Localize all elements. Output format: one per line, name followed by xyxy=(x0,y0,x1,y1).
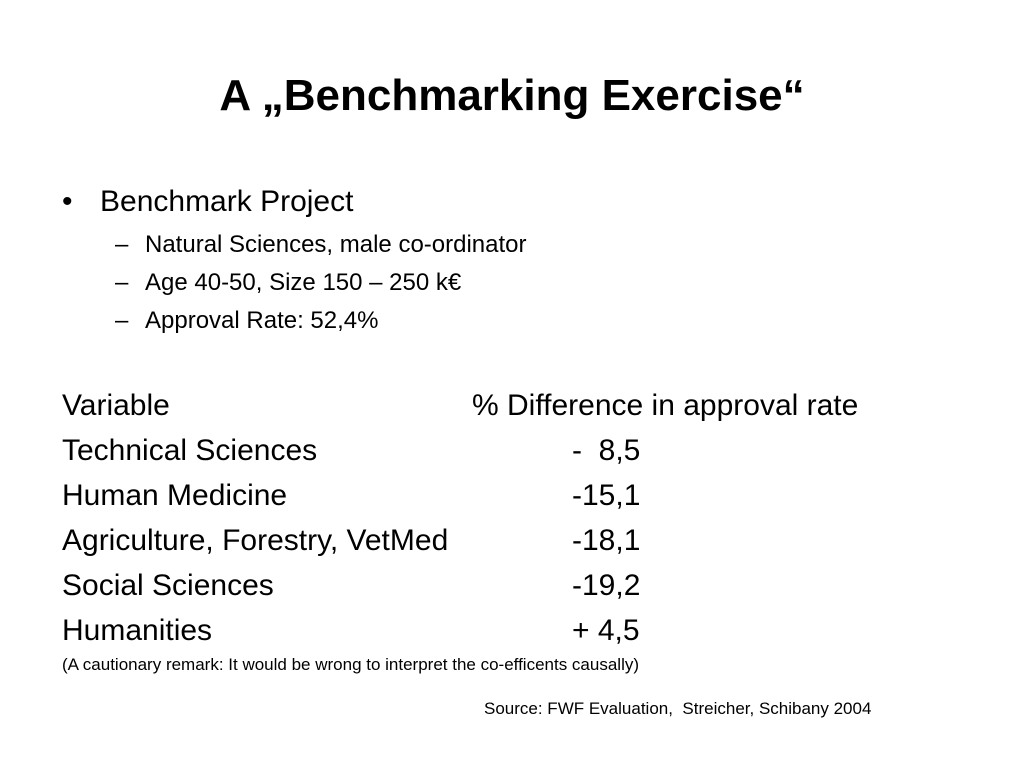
row-variable: Human Medicine xyxy=(62,479,288,512)
dash-icon: – xyxy=(115,307,129,334)
row-variable: Social Sciences xyxy=(62,569,274,602)
dash-icon: – xyxy=(115,269,129,296)
sub-bullet-text: Natural Sciences, male co-ordinator xyxy=(145,231,527,258)
table-header-row: Variable % Difference in approval rate xyxy=(62,383,858,428)
source-citation: Source: FWF Evaluation, Streicher, Schib… xyxy=(484,699,872,718)
row-value: -15,1 xyxy=(572,479,641,512)
header-variable: Variable xyxy=(62,389,170,422)
header-difference: % Difference in approval rate xyxy=(472,389,859,422)
row-variable: Technical Sciences xyxy=(62,434,318,467)
table-row: Social Sciences -19,2 xyxy=(62,563,858,608)
table-row: Human Medicine -15,1 xyxy=(62,473,858,518)
bullet-label: Benchmark Project xyxy=(100,185,354,218)
sub-bullet-text: Age 40-50, Size 150 – 250 k€ xyxy=(145,269,462,296)
bullet-icon: • xyxy=(62,185,73,218)
table-row: Agriculture, Forestry, VetMed -18,1 xyxy=(62,518,858,563)
variable-difference-table: Variable % Difference in approval rate T… xyxy=(62,383,858,653)
table-row: Humanities + 4,5 xyxy=(62,608,858,653)
cautionary-remark: (A cautionary remark: It would be wrong … xyxy=(62,655,640,674)
sub-bullet-item: – Age 40-50, Size 150 – 250 k€ xyxy=(115,264,527,302)
row-value: -19,2 xyxy=(572,569,641,602)
sub-bullet-item: – Natural Sciences, male co-ordinator xyxy=(115,226,527,264)
sub-bullet-item: – Approval Rate: 52,4% xyxy=(115,302,527,340)
row-value: -18,1 xyxy=(572,524,641,557)
table-row: Technical Sciences - 8,5 xyxy=(62,428,858,473)
sub-bullet-text: Approval Rate: 52,4% xyxy=(145,307,379,334)
slide-title: A „Benchmarking Exercise“ xyxy=(219,71,805,120)
row-variable: Agriculture, Forestry, VetMed xyxy=(62,524,449,557)
row-value: - 8,5 xyxy=(572,434,641,467)
row-value: + 4,5 xyxy=(572,614,640,647)
sub-bullet-list: – Natural Sciences, male co-ordinator – Ag… xyxy=(115,226,527,340)
bullet-benchmark-project: • Benchmark Project xyxy=(62,183,353,221)
dash-icon: – xyxy=(115,231,129,258)
row-variable: Humanities xyxy=(62,614,213,647)
